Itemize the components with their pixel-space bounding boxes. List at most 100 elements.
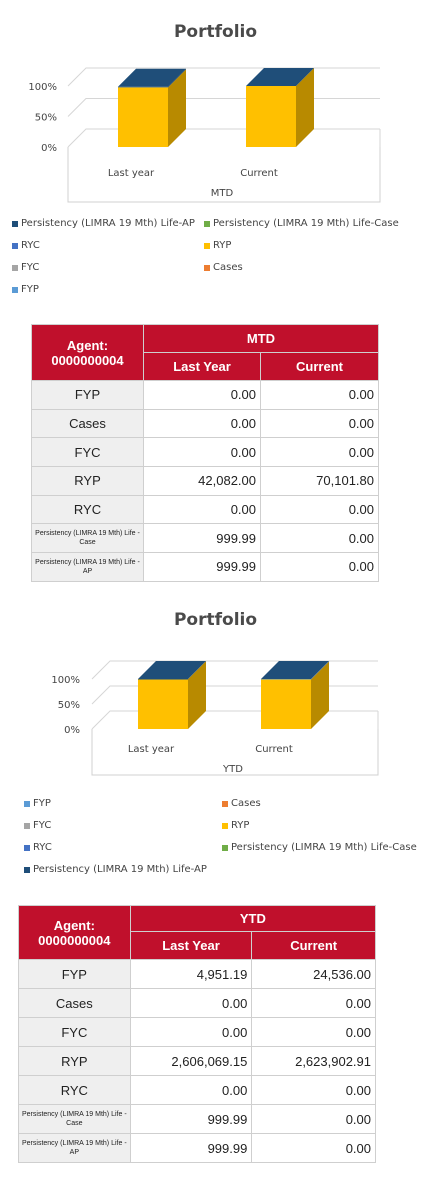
bar-top <box>261 661 329 679</box>
legend-swatch <box>24 822 30 829</box>
bar-side <box>188 661 206 680</box>
table-row: Cases 0.00 0.00 <box>18 988 376 1018</box>
x-tick-label: Current <box>255 744 293 755</box>
bar-side <box>296 68 314 147</box>
table-row: RYP 42,082.00 70,101.80 <box>31 466 379 496</box>
current-value: 0.00 <box>260 523 379 554</box>
row-label: Cases <box>18 988 131 1018</box>
table-row: FYC 0.00 0.00 <box>31 437 379 468</box>
column-header-last-year: Last Year <box>129 931 253 960</box>
chart-frame <box>67 147 381 203</box>
legend-label: Persistency (LIMRA 19 Mth) Life-Case <box>213 218 399 229</box>
bar-side <box>188 661 206 680</box>
table-row: RYC 0.00 0.00 <box>31 494 379 525</box>
current-value: 0.00 <box>251 1017 376 1047</box>
row-label: Persistency (LIMRA 19 Mth) Life - AP <box>18 1133 131 1163</box>
bar-chart-mtd: 100% 50% 0% Last year Current MTD <box>28 67 381 203</box>
current-value: 0.00 <box>260 494 379 525</box>
x-tick-label: Last year <box>128 744 175 755</box>
current-value: 24,536.00 <box>251 959 376 989</box>
row-label: Persistency (LIMRA 19 Mth) Life - Case <box>18 1104 131 1134</box>
last-year-value: 42,082.00 <box>143 466 261 496</box>
last-year-value: 0.00 <box>129 1017 253 1047</box>
current-value: 0.00 <box>251 1075 376 1105</box>
legend-item: RYC <box>12 240 40 251</box>
row-label: RYP <box>18 1046 131 1076</box>
legend-item: Persistency (LIMRA 19 Mth) Life-AP <box>24 864 207 875</box>
last-year-value: 0.00 <box>143 408 261 439</box>
row-label: RYP <box>31 466 144 496</box>
legend-label: FYC <box>21 262 40 273</box>
bar-side <box>188 661 206 729</box>
column-header-last-year: Last Year <box>143 352 261 381</box>
agent-header: Agent: 0000000004 <box>31 324 144 381</box>
bar-segment <box>138 679 188 729</box>
legend-item: Persistency (LIMRA 19 Mth) Life-Case <box>204 218 399 229</box>
current-value: 0.00 <box>260 408 379 439</box>
legend-label: FYC <box>33 820 52 831</box>
last-year-value: 0.00 <box>129 988 253 1018</box>
current-value: 0.00 <box>251 1104 376 1134</box>
row-label: Cases <box>31 408 144 439</box>
row-label: RYC <box>18 1075 131 1105</box>
bar-side <box>311 661 329 680</box>
period-header: YTD <box>129 905 377 932</box>
y-tick-label: 100% <box>51 675 80 686</box>
legend-label: FYP <box>21 284 39 295</box>
legend-swatch <box>204 242 210 249</box>
legend-item: RYP <box>204 240 231 251</box>
last-year-value: 0.00 <box>143 380 261 410</box>
legend-swatch <box>24 800 30 807</box>
legend-item: FYC <box>24 820 51 831</box>
chart-legend: Persistency (LIMRA 19 Mth) Life-AP Persis… <box>0 212 431 295</box>
current-value: 2,623,902.91 <box>251 1046 376 1076</box>
legend-item: FYP <box>24 798 51 809</box>
last-year-value: 999.99 <box>129 1133 253 1163</box>
x-axis-label: YTD <box>222 764 243 775</box>
last-year-value: 999.99 <box>143 523 261 554</box>
bar-segment <box>246 86 296 147</box>
bar-segment <box>118 86 168 88</box>
legend-label: Persistency (LIMRA 19 Mth) Life-Case <box>231 842 417 853</box>
table-row: FYC 0.00 0.00 <box>18 1017 376 1047</box>
table-row: FYP 4,951.19 24,536.00 <box>18 959 376 989</box>
gridline <box>91 660 378 680</box>
bar-segment <box>261 679 311 680</box>
x-tick-label: Last year <box>108 168 155 179</box>
bar-top <box>246 68 314 86</box>
bar-top <box>138 660 206 679</box>
y-tick-label: 0% <box>41 143 57 154</box>
bar-side <box>188 660 206 679</box>
agent-header: Agent: 0000000004 <box>18 905 131 960</box>
y-tick-label: 50% <box>58 700 80 711</box>
table-row: Persistency (LIMRA 19 Mth) Life - AP 999.… <box>18 1133 376 1163</box>
chart-title: Portfolio <box>173 22 258 42</box>
legend-item: Persistency (LIMRA 19 Mth) Life-Case <box>222 842 417 853</box>
row-label: Persistency (LIMRA 19 Mth) Life - Case <box>31 523 144 554</box>
legend-item: Cases <box>222 798 261 809</box>
row-label: Persistency (LIMRA 19 Mth) Life - AP <box>31 552 144 582</box>
table-row: RYP 2,606,069.15 2,623,902.91 <box>18 1046 376 1076</box>
table-row: Cases 0.00 0.00 <box>31 408 379 439</box>
last-year-value: 999.99 <box>143 552 261 582</box>
legend-label: RYP <box>231 820 250 831</box>
y-tick-label: 100% <box>28 82 57 93</box>
current-value: 0.00 <box>251 988 376 1018</box>
x-axis-label: MTD <box>211 188 234 199</box>
period-header: MTD <box>143 324 379 353</box>
column-header-current: Current <box>260 352 379 381</box>
legend-label: FYP <box>33 798 51 809</box>
gridline <box>67 98 380 117</box>
y-tick-label: 50% <box>35 113 57 124</box>
current-value: 0.00 <box>260 380 379 410</box>
bar-side <box>168 69 186 147</box>
current-value: 0.00 <box>251 1133 376 1163</box>
row-label: FYC <box>31 437 144 468</box>
gridline <box>67 67 380 87</box>
bar-segment <box>138 678 188 680</box>
last-year-value: 999.99 <box>129 1104 253 1134</box>
bar-top <box>118 68 186 87</box>
legend-label: Cases <box>213 262 243 273</box>
legend-item: Cases <box>204 262 243 273</box>
legend-label: RYC <box>21 240 40 251</box>
